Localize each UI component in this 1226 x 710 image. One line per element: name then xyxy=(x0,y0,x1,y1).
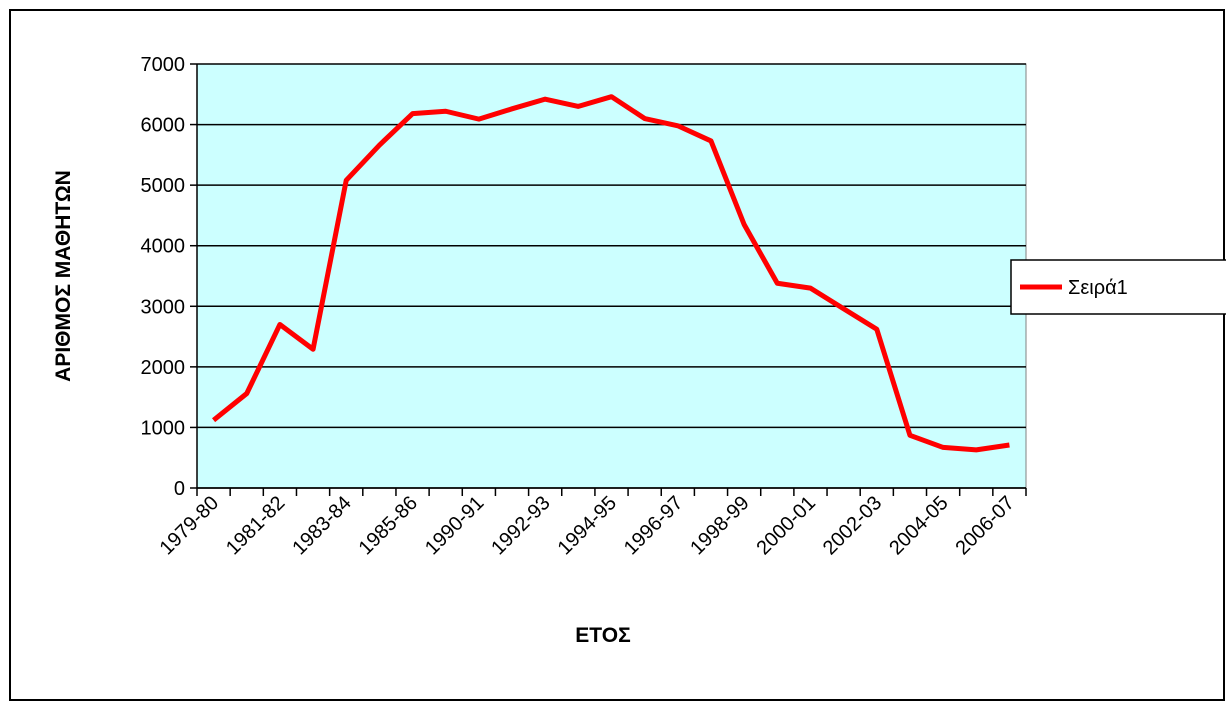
y-axis-title: ΑΡΙΘΜΟΣ ΜΑΘΗΤΩΝ xyxy=(52,170,75,382)
y-tick-label: 3000 xyxy=(141,296,186,318)
plot-area xyxy=(196,63,1027,489)
y-tick-label: 6000 xyxy=(141,115,186,137)
x-axis-title: ΕΤΟΣ xyxy=(575,624,630,647)
y-tick-label: 7000 xyxy=(141,54,186,76)
y-tick-label: 4000 xyxy=(141,236,186,258)
y-tick-label: 2000 xyxy=(141,357,186,379)
legend-label: Σειρά1 xyxy=(1068,277,1128,299)
y-tick-label: 0 xyxy=(174,478,185,500)
y-tick-label: 1000 xyxy=(141,417,186,439)
line-series xyxy=(212,94,1010,453)
y-tick-label: 5000 xyxy=(141,175,186,197)
